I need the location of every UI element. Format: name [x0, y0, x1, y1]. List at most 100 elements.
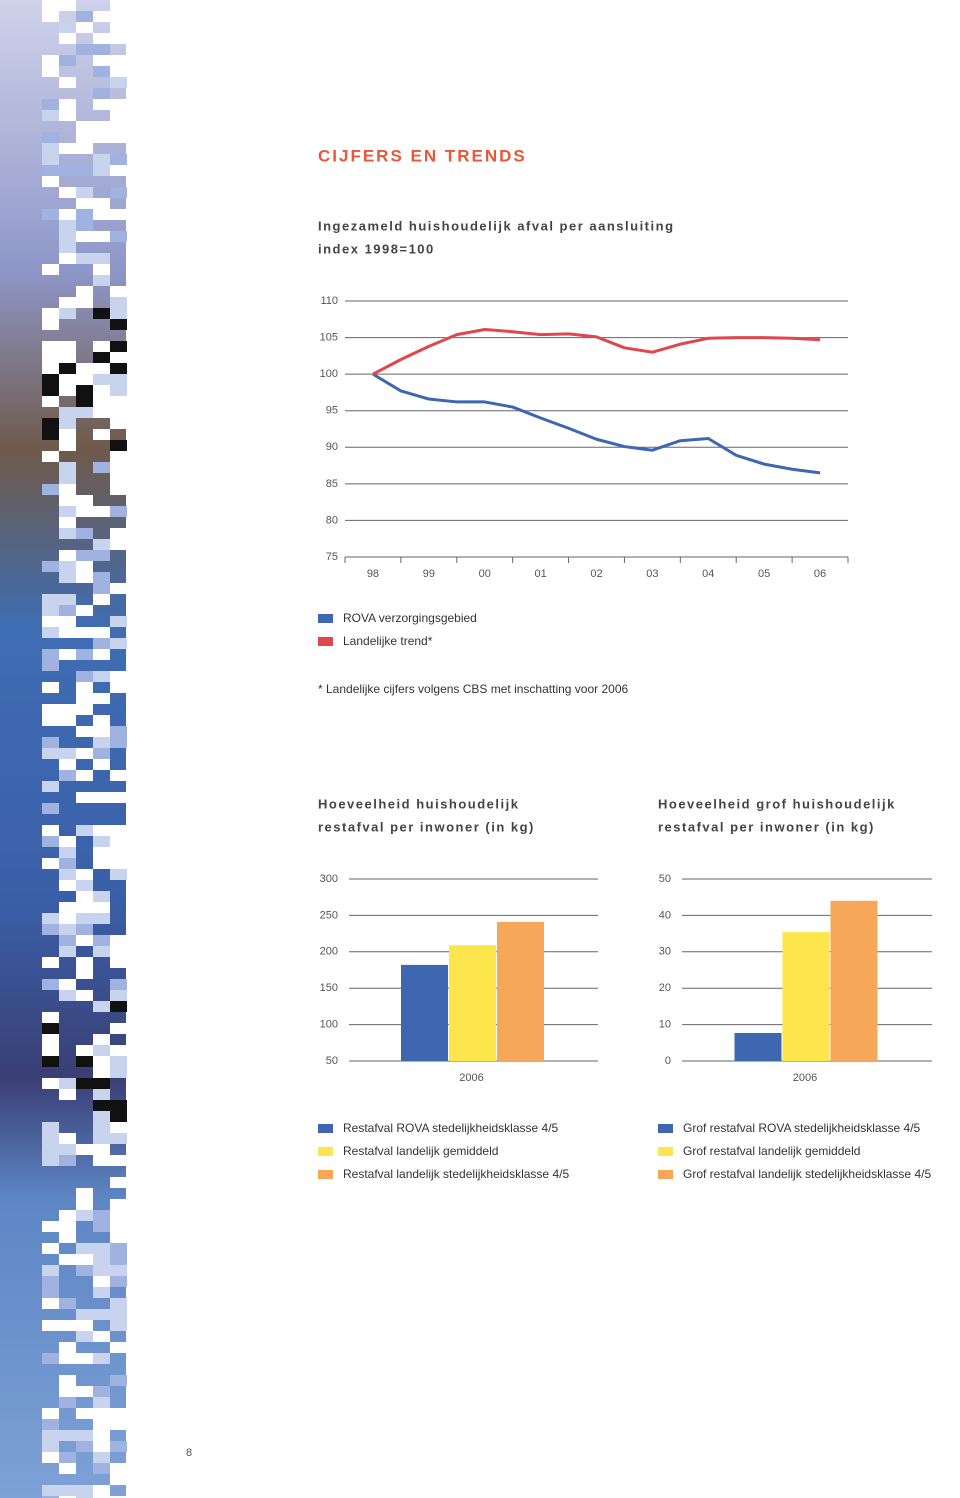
decor-tile — [59, 1463, 76, 1474]
decor-tile — [110, 1232, 127, 1243]
decor-tile — [93, 1408, 110, 1419]
decor-tile — [110, 1342, 127, 1353]
decor-tile — [76, 1320, 93, 1331]
decor-tile — [110, 1320, 127, 1331]
decor-tile — [59, 1221, 76, 1232]
y-tick-label: 95 — [326, 405, 338, 417]
y-tick-label: 30 — [659, 946, 671, 958]
decor-tile — [76, 385, 93, 396]
y-tick-label: 10 — [659, 1019, 671, 1031]
decor-tile — [76, 231, 93, 242]
decor-tile — [42, 605, 59, 616]
decor-tile — [93, 275, 110, 286]
decor-tile — [93, 649, 110, 660]
decor-tile — [110, 154, 127, 165]
decor-tile — [76, 605, 93, 616]
decor-tile — [59, 605, 76, 616]
decor-tile — [59, 1353, 76, 1364]
decor-tile — [59, 506, 76, 517]
decor-tile — [110, 847, 127, 858]
y-tick-label: 80 — [326, 514, 338, 526]
decor-tile — [76, 374, 93, 385]
decor-tile — [59, 242, 76, 253]
decor-tile — [110, 1177, 127, 1188]
decor-tile — [93, 231, 110, 242]
decor-tile — [59, 165, 76, 176]
decor-tile — [110, 1056, 127, 1067]
decor-tile — [93, 165, 110, 176]
decor-tile — [42, 1276, 59, 1287]
decor-tile — [110, 946, 127, 957]
decor-tile — [42, 143, 59, 154]
decor-tile — [76, 869, 93, 880]
decor-tile — [76, 1331, 93, 1342]
decor-tile — [110, 506, 127, 517]
decor-tile — [110, 682, 127, 693]
decor-tile — [110, 1408, 127, 1419]
decor-tile — [93, 1419, 110, 1430]
decor-tile — [110, 187, 127, 198]
decor-tile — [76, 913, 93, 924]
decor-tile — [42, 1221, 59, 1232]
decor-tile — [110, 1023, 127, 1034]
decor-tile — [110, 165, 127, 176]
y-tick-label: 75 — [326, 551, 338, 563]
decor-tiles — [42, 0, 127, 1498]
decor-tile — [93, 1243, 110, 1254]
decor-tile — [59, 0, 76, 11]
decor-tile — [42, 374, 59, 385]
decor-tile — [76, 748, 93, 759]
decor-tile — [42, 418, 59, 429]
decor-tile — [76, 924, 93, 935]
decor-tile — [93, 1254, 110, 1265]
decor-tile — [93, 825, 110, 836]
chart-title: Hoeveelheid huishoudelijk — [318, 796, 519, 811]
decor-tile — [42, 1353, 59, 1364]
decor-tile — [93, 55, 110, 66]
x-tick-label: 05 — [758, 568, 770, 580]
y-tick-label: 20 — [659, 982, 671, 994]
decor-tile — [110, 374, 127, 385]
bar — [497, 921, 544, 1061]
decor-tile — [42, 385, 59, 396]
decor-tile — [59, 1155, 76, 1166]
decor-tile — [110, 77, 127, 88]
decor-tile — [76, 1408, 93, 1419]
decor-tile — [93, 1276, 110, 1287]
decor-tile — [59, 517, 76, 528]
x-tick-label: 00 — [479, 568, 491, 580]
decor-tile — [110, 957, 127, 968]
decor-tile — [76, 165, 93, 176]
bar — [449, 945, 496, 1061]
decor-tile — [76, 1199, 93, 1210]
decor-tile — [110, 462, 127, 473]
decor-tile — [93, 1111, 110, 1122]
decor-tile — [59, 77, 76, 88]
decor-tile — [59, 374, 76, 385]
decor-tile — [59, 715, 76, 726]
decor-tile — [76, 1309, 93, 1320]
legend-swatch — [318, 1170, 333, 1179]
decor-tile — [76, 935, 93, 946]
decor-tile — [93, 1331, 110, 1342]
decor-tile — [93, 902, 110, 913]
legend-label: Restafval landelijk gemiddeld — [343, 1144, 498, 1158]
decor-tile — [76, 1496, 93, 1498]
decor-tile — [42, 627, 59, 638]
decor-tile — [76, 770, 93, 781]
decor-tile — [93, 385, 110, 396]
decor-tile — [76, 1353, 93, 1364]
decor-tile — [93, 715, 110, 726]
decor-tile — [93, 209, 110, 220]
decor-tile — [59, 110, 76, 121]
decor-tile — [93, 1463, 110, 1474]
decor-tile — [110, 55, 127, 66]
decor-tile — [59, 704, 76, 715]
decor-tile — [42, 341, 59, 352]
decor-tile — [93, 737, 110, 748]
decor-tile — [42, 484, 59, 495]
decor-tile — [76, 1243, 93, 1254]
decor-tile — [93, 792, 110, 803]
decor-tile — [93, 1034, 110, 1045]
decor-tile — [59, 1430, 76, 1441]
